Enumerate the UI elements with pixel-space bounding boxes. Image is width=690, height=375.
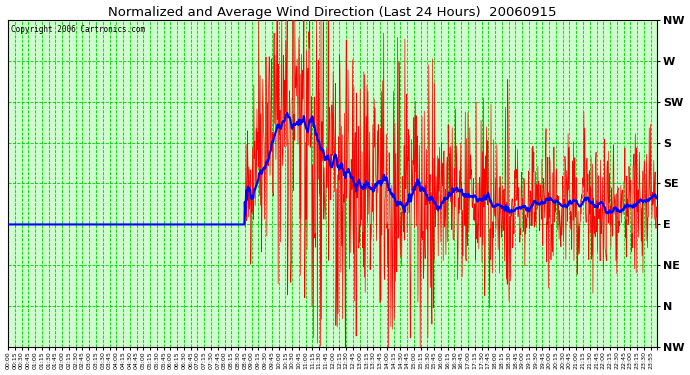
- Title: Normalized and Average Wind Direction (Last 24 Hours)  20060915: Normalized and Average Wind Direction (L…: [108, 6, 557, 18]
- Text: Copyright 2006 Cartronics.com: Copyright 2006 Cartronics.com: [11, 25, 146, 34]
